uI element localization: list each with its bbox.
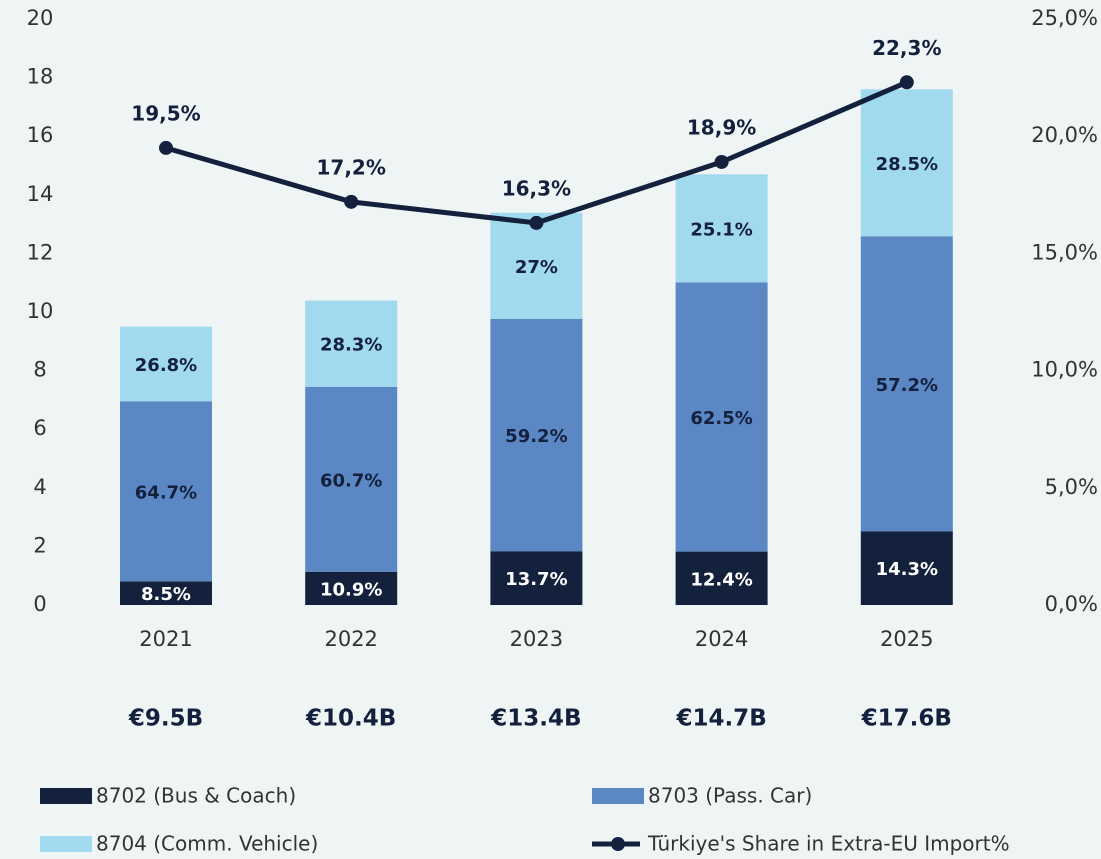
y-tick-label: 8 <box>33 358 46 382</box>
bar-segment <box>305 300 398 387</box>
line-point <box>159 140 173 155</box>
bar-segment <box>675 551 768 605</box>
line-label: 18,9% <box>687 115 756 139</box>
y2-tick-label: 0,0% <box>1045 592 1098 616</box>
segment-label: 62.5% <box>690 408 752 429</box>
x-tick-label: 2024 <box>695 627 748 651</box>
segment-label: 57.2% <box>876 375 938 396</box>
line-label: 22,3% <box>872 36 941 60</box>
segment-label: 8.5% <box>141 584 191 605</box>
y-tick-label: 12 <box>27 240 54 264</box>
total-label: €13.4B <box>490 706 581 732</box>
segment-label: 25.1% <box>690 219 752 240</box>
x-tick-label: 2021 <box>139 627 192 651</box>
total-label: €9.5B <box>128 706 203 732</box>
line-point <box>899 75 914 90</box>
line-point <box>714 154 729 169</box>
segment-label: 12.4% <box>690 569 752 590</box>
total-label: €17.6B <box>861 706 952 732</box>
y-tick-label: 6 <box>33 416 46 440</box>
y2-tick-label: 25,0% <box>1031 6 1098 30</box>
y-tick-label: 18 <box>27 65 54 89</box>
segment-label: 28.3% <box>320 335 382 356</box>
bar-segment <box>120 401 212 582</box>
y-tick-label: 20 <box>27 6 54 30</box>
segment-label: 14.3% <box>876 559 938 580</box>
bar-segment <box>860 89 953 237</box>
line <box>165 79 908 226</box>
bar-segment <box>675 174 768 283</box>
x-tick-label: 2025 <box>880 627 933 651</box>
x-tick-label: 2023 <box>510 627 563 651</box>
segment-label: 10.9% <box>320 579 382 600</box>
segment-label: 27% <box>515 257 558 278</box>
bar-segment <box>490 318 583 552</box>
legend-label: 8703 (Pass. Car) <box>648 784 812 808</box>
legend-label: 8704 (Comm. Vehicle) <box>96 832 318 856</box>
bar-segment <box>120 326 212 402</box>
y-tick-label: 4 <box>33 475 46 499</box>
y-tick-label: 10 <box>27 299 54 323</box>
segment-label: 13.7% <box>505 569 567 590</box>
line-label: 19,5% <box>131 101 200 125</box>
segment-label: 60.7% <box>320 470 382 491</box>
legend-label: 8702 (Bus & Coach) <box>96 784 296 808</box>
bar-segment <box>120 581 212 605</box>
y-tick-label: 2 <box>33 533 46 557</box>
legend-swatch <box>40 836 92 852</box>
y2-tick-label: 15,0% <box>1031 240 1098 264</box>
total-label: €10.4B <box>305 706 396 732</box>
bar-segment <box>490 551 583 605</box>
bar-segment <box>675 282 768 552</box>
legend-dot <box>611 837 625 851</box>
total-label: €14.7B <box>675 706 766 732</box>
legend-swatch <box>40 788 92 804</box>
bar-segment <box>860 531 953 605</box>
bar-segment <box>305 571 398 605</box>
y2-tick-label: 10,0% <box>1031 358 1098 382</box>
line-label: 17,2% <box>317 155 386 179</box>
y-tick-label: 14 <box>27 182 54 206</box>
segment-label: 59.2% <box>505 426 567 447</box>
legend-swatch <box>592 788 644 804</box>
line-label: 16,3% <box>502 176 571 200</box>
bar-segment <box>860 236 953 532</box>
x-tick-label: 2022 <box>324 627 377 651</box>
segment-label: 64.7% <box>135 482 197 503</box>
y-tick-label: 0 <box>33 592 46 616</box>
line-point <box>529 215 544 230</box>
segment-label: 28.5% <box>876 154 938 175</box>
line-point <box>344 194 359 209</box>
y2-tick-label: 20,0% <box>1031 123 1098 147</box>
bar-segment <box>305 386 398 572</box>
y-tick-label: 16 <box>27 123 54 147</box>
y2-tick-label: 5,0% <box>1045 475 1098 499</box>
bar-segment <box>490 212 583 319</box>
segment-label: 26.8% <box>135 355 197 376</box>
legend-label: Türkiye's Share in Extra-EU Import% <box>647 832 1010 856</box>
